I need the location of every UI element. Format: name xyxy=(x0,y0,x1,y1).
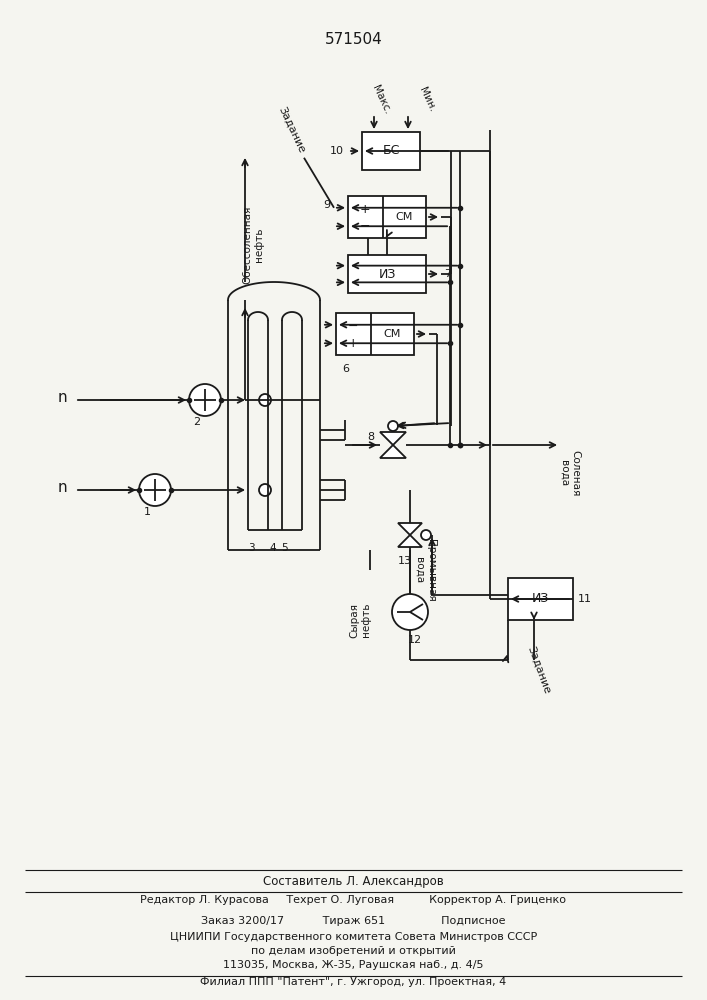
Text: Мин.: Мин. xyxy=(417,86,437,114)
Text: Промывная
вода: Промывная вода xyxy=(414,539,436,601)
Circle shape xyxy=(189,384,221,416)
Bar xyxy=(348,196,426,238)
Text: 2: 2 xyxy=(194,417,201,427)
Text: 13: 13 xyxy=(398,556,412,566)
Circle shape xyxy=(392,594,428,630)
Text: +: + xyxy=(348,337,358,350)
Text: 3: 3 xyxy=(247,543,255,553)
Bar xyxy=(348,255,426,293)
Text: Задание: Задание xyxy=(277,105,307,155)
Text: 10: 10 xyxy=(330,146,344,156)
Circle shape xyxy=(259,484,271,496)
Text: 5: 5 xyxy=(281,543,288,553)
Text: 113035, Москва, Ж-35, Раушская наб., д. 4/5: 113035, Москва, Ж-35, Раушская наб., д. … xyxy=(223,960,484,970)
Text: по делам изобретений и открытий: по делам изобретений и открытий xyxy=(251,946,456,956)
Text: +: + xyxy=(360,203,370,216)
Text: Соленая
вода: Соленая вода xyxy=(559,450,580,496)
Text: СМ: СМ xyxy=(383,329,401,339)
Text: 6: 6 xyxy=(342,364,349,374)
Polygon shape xyxy=(398,523,422,535)
Circle shape xyxy=(259,394,271,406)
Text: 1: 1 xyxy=(144,507,151,517)
Text: Филиал ППП "Патент", г. Ужгород, ул. Проектная, 4: Филиал ППП "Патент", г. Ужгород, ул. Про… xyxy=(200,977,507,987)
Text: Сырая
нефть: Сырая нефть xyxy=(349,602,370,638)
Circle shape xyxy=(388,421,398,431)
Bar xyxy=(508,578,573,620)
Text: ЦНИИПИ Государственного комитета Совета Министров СССР: ЦНИИПИ Государственного комитета Совета … xyxy=(170,932,537,942)
Text: 11: 11 xyxy=(578,594,592,604)
Text: Составитель Л. Александров: Составитель Л. Александров xyxy=(263,876,444,888)
Text: Редактор Л. Курасова     Техрет О. Луговая          Корректор А. Гриценко: Редактор Л. Курасова Техрет О. Луговая К… xyxy=(141,895,566,905)
Circle shape xyxy=(139,474,171,506)
Circle shape xyxy=(421,530,431,540)
Text: n: n xyxy=(57,390,67,406)
Text: СМ: СМ xyxy=(395,212,413,222)
Polygon shape xyxy=(398,535,422,547)
Bar xyxy=(336,313,414,355)
Text: 4: 4 xyxy=(269,543,276,553)
Bar xyxy=(362,132,420,170)
Text: 7: 7 xyxy=(445,269,452,279)
Text: Задание: Задание xyxy=(526,645,552,695)
Polygon shape xyxy=(380,432,406,445)
Text: Макс.: Макс. xyxy=(370,84,392,116)
Text: ИЗ: ИЗ xyxy=(378,267,396,280)
Polygon shape xyxy=(380,445,406,458)
Text: 12: 12 xyxy=(408,635,422,645)
Text: 9: 9 xyxy=(323,200,330,210)
Text: −: − xyxy=(360,220,370,233)
Text: Заказ 3200/17           Тираж 651                Подписное: Заказ 3200/17 Тираж 651 Подписное xyxy=(201,916,506,926)
Text: БС: БС xyxy=(382,144,399,157)
Text: 8: 8 xyxy=(368,432,375,442)
Text: 571504: 571504 xyxy=(325,32,383,47)
Text: ИЗ: ИЗ xyxy=(532,592,549,605)
Text: n: n xyxy=(57,481,67,495)
Text: Обессоленная
нефть: Обессоленная нефть xyxy=(243,206,264,284)
Text: −: − xyxy=(348,320,358,333)
